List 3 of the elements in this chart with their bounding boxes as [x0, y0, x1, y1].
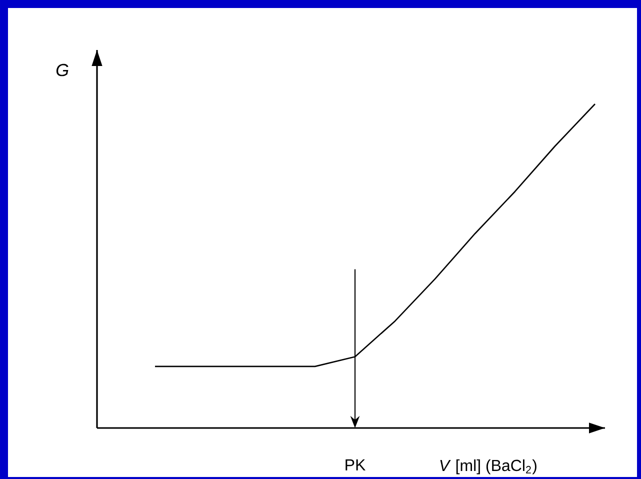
text: PK — [346, 459, 366, 470]
x-axis-title: V [ml] (BaCl$_{2}$) — [440, 459, 536, 474]
y-axis-title: G — [56, 64, 68, 76]
